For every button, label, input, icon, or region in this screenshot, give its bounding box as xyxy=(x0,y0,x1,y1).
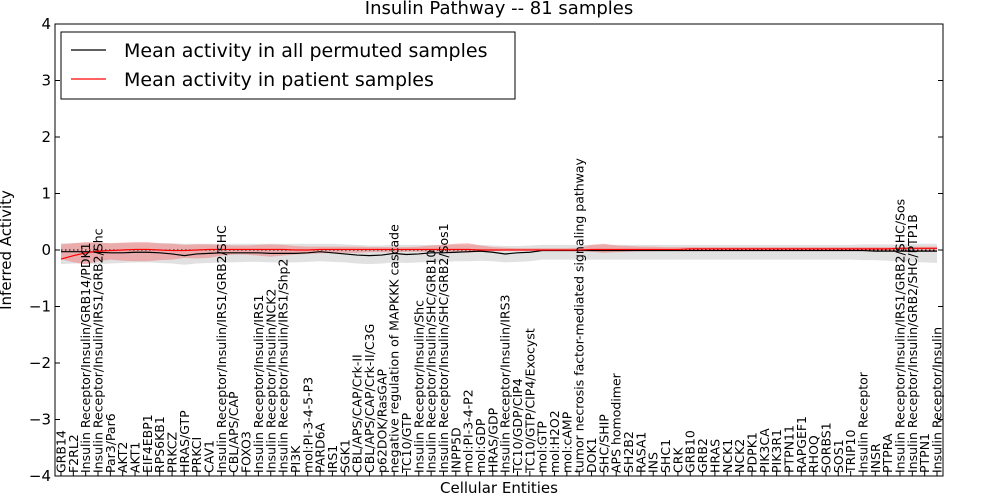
x-tick-label: TRIP10 xyxy=(843,429,858,473)
y-axis-label: Inferred Activity xyxy=(0,190,15,310)
x-tick-label: EIF4EBP1 xyxy=(140,414,155,473)
x-tick-label: F2RL2 xyxy=(66,434,81,473)
x-tick-label: INSR xyxy=(868,443,883,473)
x-tick-label: CBL/APS/CAP/Crk-II xyxy=(350,354,365,473)
x-tick-label: Insulin Receptor/Insulin/Shc xyxy=(411,300,426,473)
x-tick-label: INS xyxy=(646,452,661,473)
legend-label-permuted: Mean activity in all permuted samples xyxy=(124,40,487,62)
x-tick-label: AKT2 xyxy=(115,442,130,473)
x-tick-label: Insulin Receptor/Insulin/IRS1/GRB2/SHC/S… xyxy=(892,199,907,473)
x-tick-label: Insulin Receptor/Insulin/IRS3 xyxy=(498,295,513,473)
x-tick-label: NCK2 xyxy=(732,439,747,473)
x-tick-label: mol:PI-3-4-5-P3 xyxy=(300,377,315,473)
x-tick-label: Insulin Receptor/Insulin/IRS1/Shp2 xyxy=(276,259,291,473)
y-tick-label: 0 xyxy=(41,241,51,259)
x-tick-label: SOS1 xyxy=(831,439,846,473)
x-tick-label: NCK1 xyxy=(720,439,735,473)
x-tick-label: CRK xyxy=(670,447,685,473)
x-tick-label: mol:PI-3-4-P2 xyxy=(461,389,476,473)
x-tick-label: AKT1 xyxy=(128,442,143,473)
y-tick-label: 3 xyxy=(41,72,51,90)
x-tick-label: SORBS1 xyxy=(818,422,833,473)
x-tick-label: GRB10 xyxy=(683,430,698,473)
x-axis-label: Cellular Entities xyxy=(440,479,558,497)
x-tick-label: GRB14 xyxy=(54,430,69,473)
x-tick-label: TC10/GTP xyxy=(399,412,414,474)
x-tick-label: CBL/APS/CAP/Crk-II/C3G xyxy=(362,324,377,473)
x-tick-label: Insulin Receptor/Insulin/SHC/GRB10 xyxy=(424,250,439,473)
x-tick-label: Insulin Receptor/Insulin/GRB14/PDK1 xyxy=(78,242,93,473)
x-tick-label: PTPN1 xyxy=(917,433,932,473)
x-tick-label: mol:GDP xyxy=(473,418,488,473)
x-tick-label: PARD6A xyxy=(313,422,328,473)
x-tick-label: Insulin Receptor/Insulin xyxy=(930,327,945,473)
x-tick-label: p62DOK/RasGAP xyxy=(374,368,389,473)
x-tick-label: HRAS xyxy=(707,439,722,473)
x-tick-label: DOK1 xyxy=(584,437,599,473)
y-axis: −4 −3 −2 −1 0 1 2 3 4 xyxy=(29,15,943,485)
band-patient xyxy=(61,242,937,265)
x-tick-label: PIK3R1 xyxy=(769,429,784,473)
x-tick-label: SHC/SHIP xyxy=(596,414,611,473)
legend: Mean activity in all permuted samples Me… xyxy=(60,31,516,100)
x-tick-label: Insulin Receptor/Insulin/SHC/GRB2/Sos1 xyxy=(436,223,451,473)
x-tick-label: Insulin Receptor/Insulin/GRB2/SHC/PTP1B xyxy=(905,214,920,473)
x-tick-label: HRAS/GTP xyxy=(177,410,192,473)
x-tick-label: TC10/GDP/CIP4 xyxy=(510,378,525,474)
y-tick-label: −3 xyxy=(29,411,51,429)
x-tick-label: APS homodimer xyxy=(609,372,624,473)
x-tick-label: GRB2 xyxy=(695,438,710,473)
x-tick-label: SH2B2 xyxy=(621,431,636,473)
x-tick-label: RPS6KB1 xyxy=(152,416,167,473)
x-tick-label: RAPGEF1 xyxy=(794,416,809,473)
x-tick-label: Insulin Receptor/Insulin/IRS1 xyxy=(251,295,266,473)
x-tick-label: PRKCI xyxy=(189,437,204,473)
x-tick-label: PTPRA xyxy=(880,433,895,473)
x-tick-label: mol:cAMP xyxy=(559,411,574,473)
x-tick-label: Insulin Receptor/Insulin/IRS1/GRB2/SHC xyxy=(214,225,229,473)
y-tick-label: 2 xyxy=(41,128,51,146)
x-tick-label: PIK3CA xyxy=(757,428,772,473)
x-tick-label: HRAS/GDP xyxy=(485,407,500,473)
x-tick-label: PTPN11 xyxy=(781,425,796,473)
x-tick-label: IRS1 xyxy=(325,445,340,473)
x-tick-label: RHOQ xyxy=(806,435,821,473)
legend-label-patient: Mean activity in patient samples xyxy=(124,69,434,91)
x-tick-label: PRKCZ xyxy=(165,432,180,473)
x-tick-label: PI3K xyxy=(288,445,303,473)
x-tick-label: CBL/APS/CAP xyxy=(226,391,241,473)
x-tick-label: RASA1 xyxy=(633,432,648,473)
x-tick-label: tumor necrosis factor-mediated signaling… xyxy=(572,157,587,473)
x-tick-label: negative regulation of MAPKKK cascade xyxy=(387,224,402,473)
x-tick-label: SGK1 xyxy=(337,439,352,473)
series-line-permuted xyxy=(61,249,937,257)
x-tick-label: Insulin Receptor xyxy=(855,371,870,473)
y-tick-label: −1 xyxy=(29,298,51,316)
y-tick-label: 4 xyxy=(41,15,51,33)
x-tick-label: TC10/GTP/CIP4/Exocyst xyxy=(522,328,537,474)
chart-title: Insulin Pathway -- 81 samples xyxy=(365,0,633,19)
x-tick-label: PDPK1 xyxy=(744,432,759,473)
x-tick-label: SHC1 xyxy=(658,439,673,473)
x-tick-label: Par3/Par6 xyxy=(103,413,118,473)
y-tick-label: −4 xyxy=(29,467,51,485)
x-tick-label: mol:H2O2 xyxy=(547,410,562,473)
x-tick-label: INPP5D xyxy=(448,427,463,473)
legend-box xyxy=(60,31,516,100)
x-tick-label: Insulin Receptor/Insulin/IRS1/GRB2/Shc xyxy=(91,228,106,473)
series-line-patient xyxy=(60,247,937,260)
x-tick-label: mol:GTP xyxy=(535,421,550,473)
series-lines xyxy=(60,247,937,260)
y-tick-label: 1 xyxy=(41,185,51,203)
x-tick-label: CAV1 xyxy=(202,440,217,473)
y-tick-label: −2 xyxy=(29,354,51,372)
x-tick-label: FOXO3 xyxy=(239,431,254,473)
x-tick-label: Insulin Receptor/Insulin/NCK2 xyxy=(263,289,278,473)
